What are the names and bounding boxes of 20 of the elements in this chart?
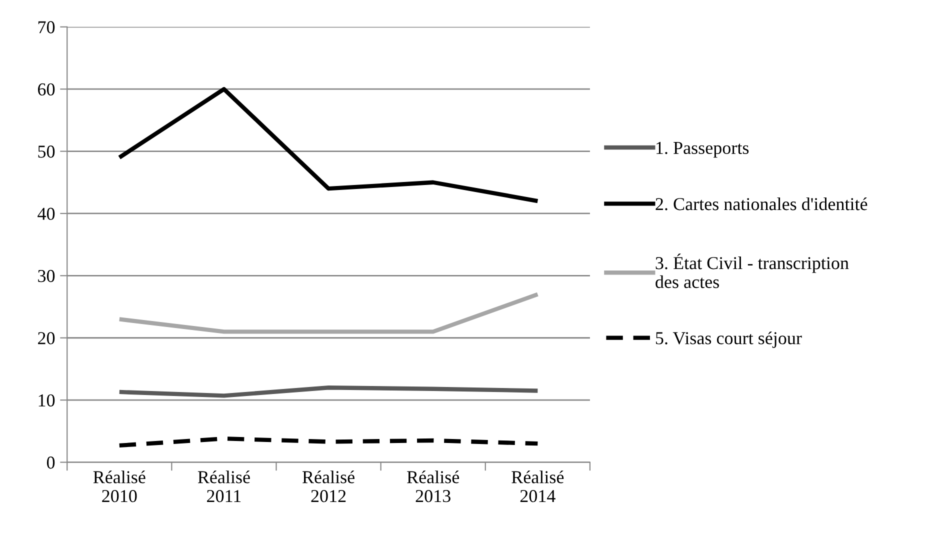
x-tick-label: Réalisé 2010	[93, 470, 146, 502]
y-tick-label: 20	[38, 332, 55, 344]
x-tick-label: Réalisé 2011	[198, 470, 250, 502]
x-tick-label: Réalisé 2013	[407, 470, 460, 502]
y-tick-label: 0	[46, 456, 55, 469]
y-tick-label: 30	[38, 270, 55, 282]
line-series	[117, 87, 540, 204]
legend-label: 5. Visas court séjour	[656, 332, 802, 348]
legend-label: 2. Cartes nationales d'identité	[656, 197, 868, 210]
y-tick-label: 40	[38, 208, 55, 220]
x-tick-label: Réalisé 2014	[512, 470, 564, 502]
legend-label: 3. État Civil - transcription des actes	[656, 254, 849, 288]
y-tick-label: 70	[38, 21, 55, 34]
y-tick-label: 60	[38, 83, 55, 96]
line-series	[117, 386, 540, 398]
legend-label: 1. Passeports	[656, 142, 749, 158]
y-tick-label: 10	[38, 394, 55, 407]
x-tick-label: Réalisé 2012	[302, 470, 354, 502]
line-series	[117, 436, 540, 448]
y-tick-label: 50	[38, 146, 55, 158]
